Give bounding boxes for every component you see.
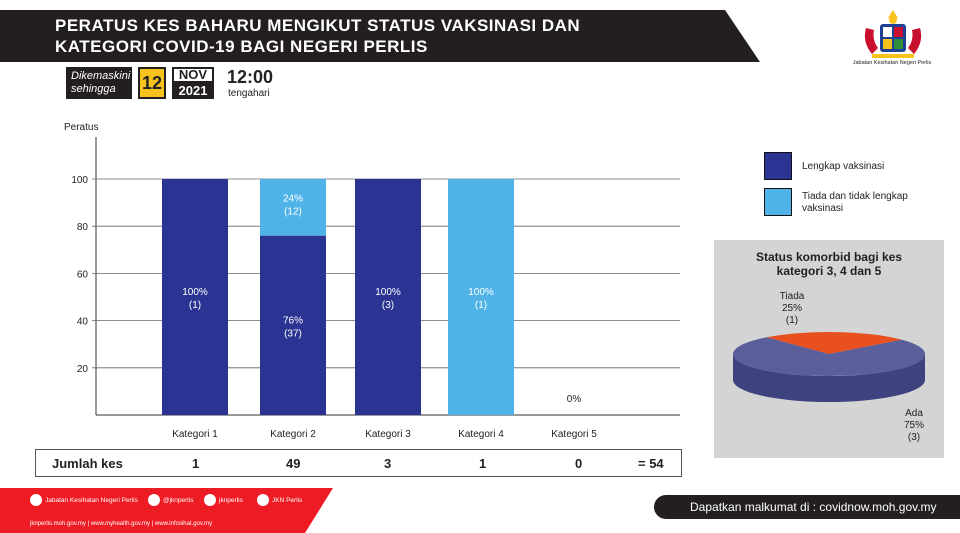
pie-label-tiada-pct: 25% [781, 303, 802, 314]
pie-label-ada-count: (3) [907, 432, 921, 443]
y-tick-label: 40 [77, 317, 89, 328]
jumlah-kes-total: = 54 [638, 456, 664, 471]
y-tick-label: 100 [71, 175, 88, 186]
comorbid-title-line2: kategori 3, 4 dan 5 [776, 264, 882, 278]
pie-slice-tiada [766, 332, 902, 354]
jumlah-kes-kategori-2: 49 [286, 456, 301, 471]
pie-label-tiada-count: (1) [785, 315, 799, 326]
x-tick-label: Kategori 5 [551, 429, 597, 440]
comorbid-title-line1: Status komorbid bagi kes [755, 250, 903, 264]
bar-tiada [260, 179, 326, 236]
x-tick-label: Kategori 4 [458, 429, 504, 440]
jumlah-kes-kategori-1: 1 [192, 456, 200, 471]
social-facebook-label: Jabatan Kesihatan Negeri Perlis [45, 496, 138, 504]
x-tick-label: Kategori 2 [270, 429, 316, 440]
malaysia-crest-logo [864, 10, 922, 58]
twitter-icon [148, 494, 160, 506]
social-instagram-label: jknperlis [219, 496, 243, 504]
pie-label-ada-pct: 75% [903, 420, 924, 431]
globe-icon [257, 494, 269, 506]
title-line-1: PERATUS KES BAHARU MENGIKUT STATUS VAKSI… [55, 16, 581, 35]
jumlah-kes-kategori-3: 3 [384, 456, 392, 471]
update-month: NOV [172, 67, 214, 83]
pie-label-tiada-name: Tiada [779, 291, 805, 302]
pie-label-tiada: Tiada 25% (1) [772, 291, 812, 327]
pie-label-ada: Ada 75% (3) [896, 408, 932, 444]
y-axis-title: Peratus [64, 122, 98, 133]
bar-count-label: (12) [284, 206, 302, 217]
social-instagram[interactable]: jknperlis [204, 494, 243, 506]
x-tick-label: Kategori 3 [365, 429, 411, 440]
legend-label-tiada-line1: Tiada dan tidak lengkap [802, 191, 908, 202]
facebook-icon [30, 494, 42, 506]
pie-side [733, 354, 925, 402]
y-tick-label: 20 [77, 364, 89, 375]
legend-label-lengkap: Lengkap vaksinasi [802, 161, 885, 172]
update-day: 12 [138, 67, 166, 99]
bar-value-label: 76% [283, 315, 303, 326]
logo-caption: Jabatan Kesihatan Negeri Perlis [852, 60, 932, 66]
bar-tiada [448, 179, 514, 415]
social-twitter-label: @jknperlis [163, 496, 194, 504]
footer-social-bar: Jabatan Kesihatan Negeri Perlis @jknperl… [0, 488, 333, 533]
comorbid-panel: Status komorbid bagi kes kategori 3, 4 d… [714, 240, 944, 458]
jumlah-kes-kategori-4: 1 [479, 456, 487, 471]
legend-label-tiada: Tiada dan tidak lengkap vaksinasi [802, 191, 908, 215]
bar-count-label: (37) [284, 328, 302, 339]
bar-zero-label: 0% [567, 394, 582, 405]
vaccination-bar-chart: Peratus 20 40 60 80 100 Kategori 1 100% (1) Kat… [64, 122, 680, 440]
bar-lengkap [260, 235, 326, 415]
social-website[interactable]: JKN Perlis [257, 494, 302, 506]
update-label-line2: sehingga [71, 83, 116, 95]
jumlah-kes-kategori-5: 0 [575, 456, 583, 471]
bar-value-label: 24% [283, 193, 303, 204]
update-year: 2021 [172, 83, 214, 99]
title-banner: PERATUS KES BAHARU MENGIKUT STATUS VAKSI… [0, 10, 760, 62]
bar-value-label: 100% [468, 287, 494, 298]
jumlah-kes-label: Jumlah kes [52, 456, 123, 471]
pie-slice-ada [733, 337, 925, 376]
social-website-label: JKN Perlis [272, 496, 303, 504]
pie-label-ada-name: Ada [905, 408, 923, 419]
update-time-note: tengahari [228, 88, 270, 99]
y-tick-label: 60 [77, 269, 89, 280]
legend-swatch-lengkap [764, 152, 792, 180]
social-twitter[interactable]: @jknperlis [148, 494, 193, 506]
bar-value-label: 100% [182, 287, 208, 298]
bar-count-label: (3) [382, 300, 394, 311]
bar-lengkap [162, 179, 228, 415]
y-tick-label: 80 [77, 222, 89, 233]
footer-info-bar: Dapatkan malkumat di : covidnow.moh.gov.… [654, 495, 960, 519]
jumlah-kes-row: Jumlah kes 1 49 3 1 0 = 54 [35, 449, 682, 477]
x-tick-label: Kategori 1 [172, 429, 218, 440]
update-label: Dikemaskini sehingga [66, 67, 132, 99]
bar-count-label: (1) [189, 300, 201, 311]
social-facebook[interactable]: Jabatan Kesihatan Negeri Perlis [30, 494, 138, 506]
instagram-icon [204, 494, 216, 506]
update-time: 12:00 [227, 67, 274, 87]
comorbid-title: Status komorbid bagi kes kategori 3, 4 d… [714, 250, 944, 278]
bar-lengkap [355, 179, 421, 415]
bar-value-label: 100% [375, 287, 401, 298]
comorbid-pie-chart [733, 332, 925, 402]
footer-urls: jknperlis.moh.gov.my | www.myhealth.gov.… [30, 521, 213, 527]
legend-swatch-tiada [764, 188, 792, 216]
update-label-line1: Dikemaskini [71, 70, 131, 82]
legend-label-tiada-line2: vaksinasi [802, 203, 844, 214]
title-line-2: KATEGORI COVID-19 BAGI NEGERI PERLIS [55, 37, 428, 56]
bar-count-label: (1) [475, 300, 487, 311]
